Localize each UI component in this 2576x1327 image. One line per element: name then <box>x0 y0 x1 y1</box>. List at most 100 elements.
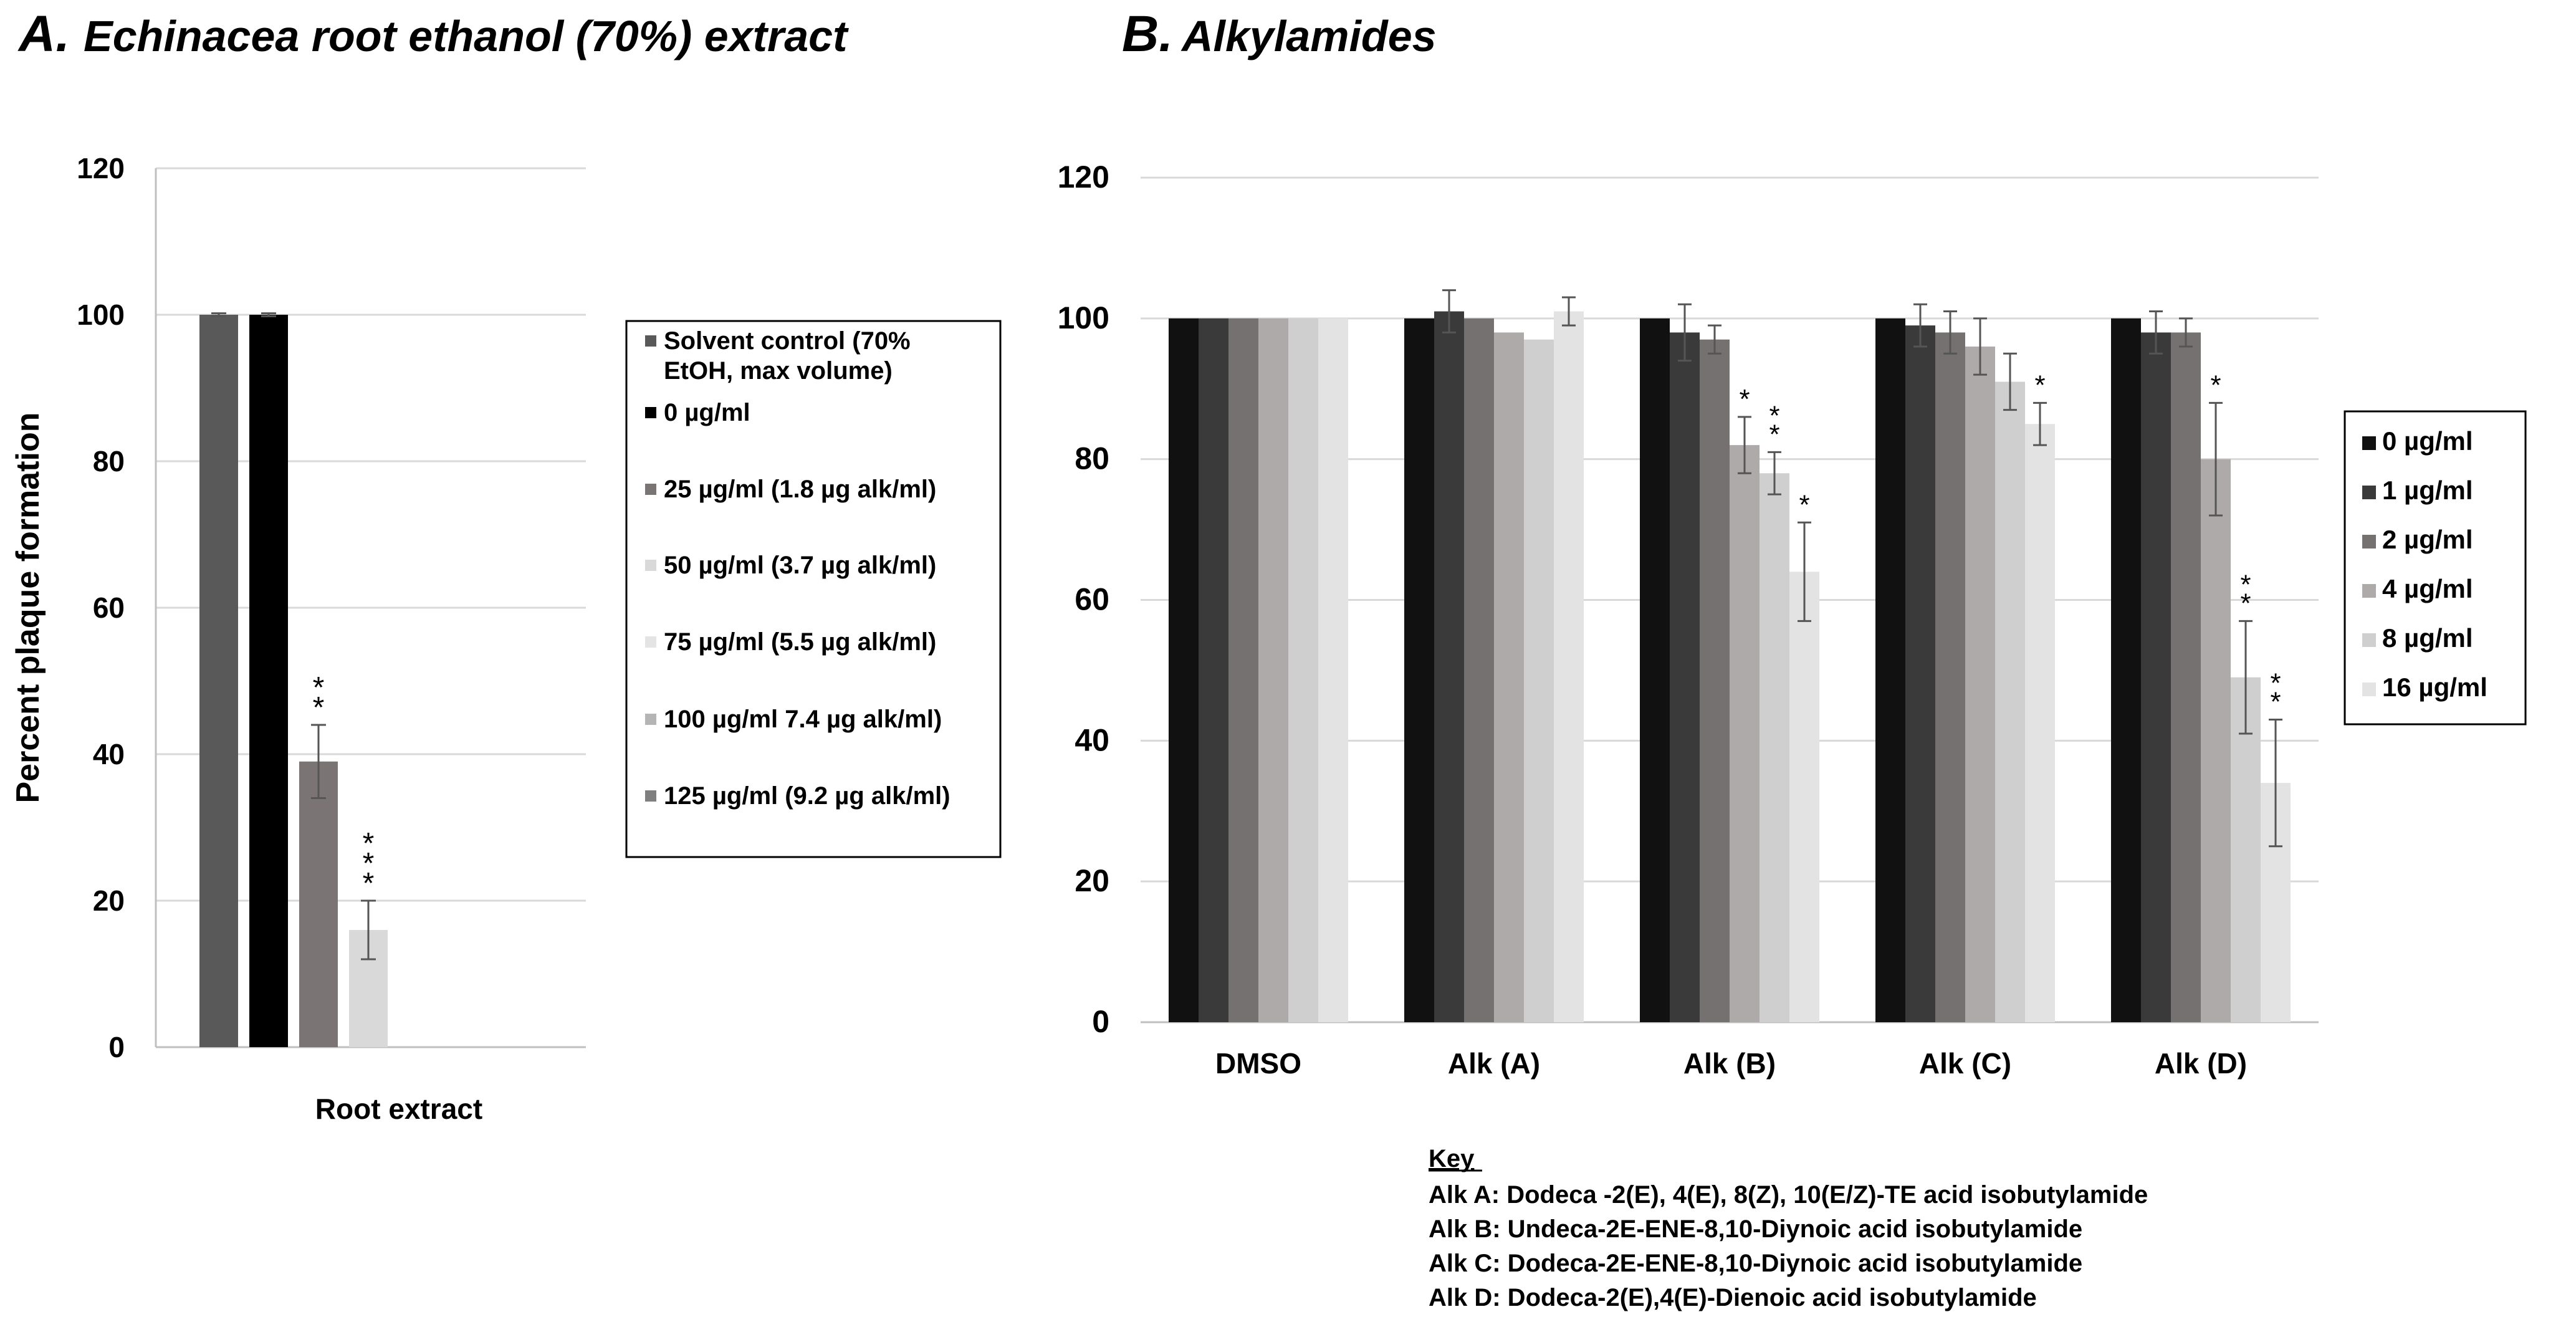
legend-box <box>2344 410 2527 726</box>
legend-label: Solvent control (70% <box>664 327 911 355</box>
panel-b-title: B. Alkylamides <box>1122 6 1437 62</box>
bar <box>249 315 288 1047</box>
y-tick-label: 40 <box>93 738 125 770</box>
bar <box>299 761 338 1047</box>
bar <box>1789 572 1819 1022</box>
legend-box <box>625 320 1002 858</box>
bar <box>1995 381 2025 1023</box>
panel-b-chart: B. Alkylamides 0 20 40 60 80 100 120 DMSO Alk (A) *… <box>1058 6 2527 1080</box>
y-tick-label: 80 <box>93 445 125 477</box>
x-category-label: Alk (B) <box>1683 1047 1776 1080</box>
bar <box>1494 332 1524 1022</box>
significance-star: * <box>2240 588 2251 618</box>
bar <box>1318 318 1348 1022</box>
y-tick-label: 40 <box>1075 722 1109 757</box>
y-tick-label: 60 <box>1075 582 1109 617</box>
bar <box>2111 318 2141 1022</box>
bar <box>1199 318 1228 1022</box>
bar <box>1434 311 1464 1023</box>
legend-swatch <box>645 636 656 648</box>
significance-star: * <box>2240 569 2251 600</box>
legend-label: 8 µg/ml <box>2382 623 2473 653</box>
bar <box>1404 318 1434 1022</box>
y-tick-label: 100 <box>1058 300 1109 335</box>
legend-swatch <box>2362 486 2376 499</box>
x-category-label: Alk (A) <box>1448 1047 1540 1080</box>
panel-a-letter: A. <box>17 6 70 62</box>
significance-star: * <box>2034 370 2045 400</box>
key-heading: Key <box>1429 1145 1475 1172</box>
legend-swatch <box>2362 436 2376 450</box>
significance-star: * <box>363 847 375 880</box>
legend-swatch <box>2362 633 2376 647</box>
y-tick-label: 20 <box>1075 863 1109 898</box>
legend-label: 0 µg/ml <box>2382 426 2473 456</box>
bar <box>1169 318 1199 1022</box>
key-line: Alk C: Dodeca-2E-ENE-8,10-Diynoic acid i… <box>1429 1250 2082 1277</box>
legend-swatch <box>2362 683 2376 696</box>
significance-star: * <box>363 827 375 860</box>
bar <box>1288 318 1318 1022</box>
bar <box>2201 459 2231 1022</box>
panel-a-title-text: Echinacea root ethanol (70%) extract <box>84 12 849 60</box>
legend-label: 25 µg/ml (1.8 µg alk/ml) <box>664 476 936 503</box>
y-tick-label: 120 <box>77 152 125 184</box>
bar <box>1760 473 1789 1022</box>
key-line: Alk D: Dodeca-2(E),4(E)-Dienoic acid iso… <box>1429 1284 2037 1311</box>
significance-star: * <box>2270 686 2281 717</box>
bar <box>1875 318 1905 1022</box>
legend-label: 0 µg/ml <box>664 399 750 426</box>
y-axis-label: Percent plaque formation <box>10 413 46 803</box>
bar <box>1554 311 1584 1023</box>
bar <box>2171 332 2201 1022</box>
significance-star: * <box>363 867 375 900</box>
legend-label: 50 µg/ml (3.7 µg alk/ml) <box>664 552 936 579</box>
y-tick-label: 60 <box>93 592 125 624</box>
legend-swatch <box>645 407 656 418</box>
key-line: Alk A: Dodeca -2(E), 4(E), 8(Z), 10(E/Z)… <box>1429 1181 2148 1209</box>
significance-star: * <box>2210 370 2221 400</box>
bar <box>1965 347 1995 1022</box>
legend-swatch <box>645 335 656 347</box>
significance-star: * <box>2270 668 2281 698</box>
bar <box>2141 332 2171 1022</box>
bar <box>1640 318 1670 1022</box>
panel-b-title-text: Alkylamides <box>1180 12 1437 60</box>
bar <box>199 315 238 1047</box>
legend-label: 1 µg/ml <box>2382 476 2473 505</box>
legend-label: EtOH, max volume) <box>664 357 893 385</box>
bar <box>1464 318 1494 1022</box>
legend-label: 2 µg/ml <box>2382 525 2473 554</box>
y-tick-label: 80 <box>1075 441 1109 476</box>
bar <box>2231 677 2261 1022</box>
legend-label: 75 µg/ml (5.5 µg alk/ml) <box>664 628 936 656</box>
bar <box>1228 318 1258 1022</box>
significance-star: * <box>313 671 325 704</box>
legend-swatch <box>645 484 656 495</box>
significance-star: * <box>1769 400 1779 431</box>
panel-b-letter: B. <box>1122 6 1173 62</box>
y-tick-label: 20 <box>93 884 125 917</box>
significance-star: * <box>1739 384 1750 414</box>
bar <box>1905 325 1935 1022</box>
legend-label: 125 µg/ml (9.2 µg alk/ml) <box>664 782 950 810</box>
bar <box>1935 332 1965 1022</box>
y-tick-label: 0 <box>108 1031 125 1063</box>
legend-swatch <box>2362 584 2376 598</box>
significance-star: * <box>313 691 325 724</box>
bar <box>1258 318 1288 1022</box>
x-category-label: Root extract <box>315 1093 482 1125</box>
legend-label: 100 µg/ml 7.4 µg alk/ml) <box>664 706 942 733</box>
bar <box>1700 339 1730 1023</box>
bar <box>1524 339 1554 1023</box>
bar <box>1730 445 1760 1022</box>
legend-swatch <box>645 560 656 571</box>
significance-star: * <box>1769 419 1779 449</box>
panel-a-chart: A. Echinacea root ethanol (70%) extract 0 2… <box>10 6 1002 1125</box>
bar <box>1670 332 1700 1022</box>
legend-swatch <box>645 714 656 725</box>
legend-swatch <box>645 790 656 802</box>
bar <box>2025 424 2055 1022</box>
